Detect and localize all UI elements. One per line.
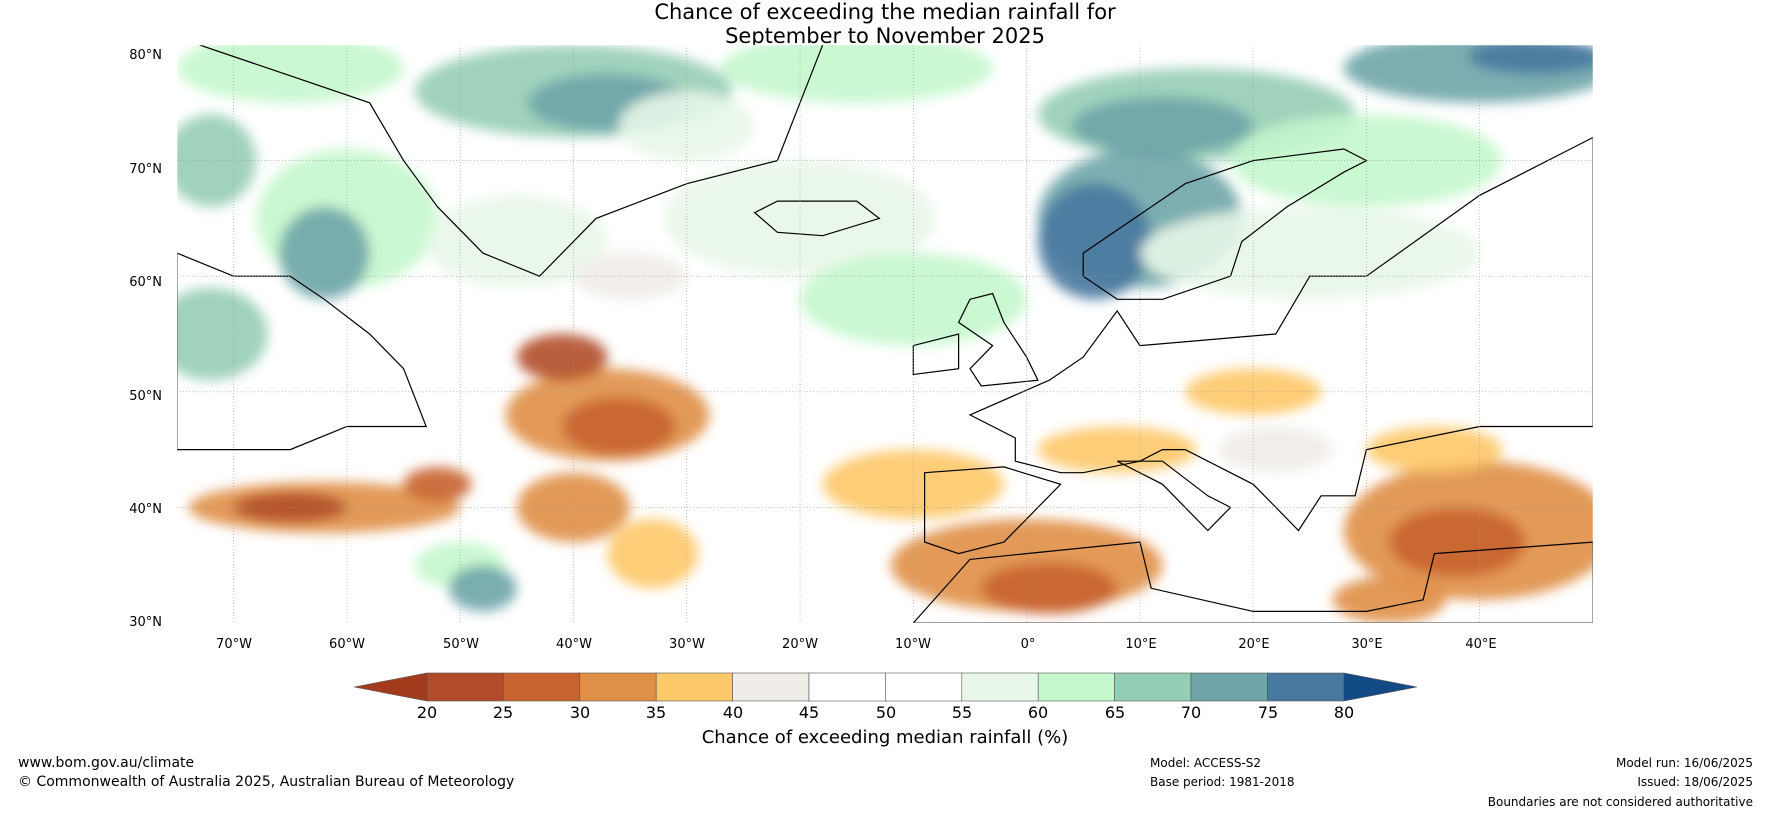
issued-date: Issued: 18/06/2025: [1637, 775, 1753, 789]
model-name: Model: ACCESS-S2: [1150, 756, 1262, 770]
colorbar-tick-45: 45: [798, 703, 820, 722]
colorbar-cell: [426, 672, 504, 702]
lon-label-30e: 30°E: [1351, 637, 1383, 652]
boundaries-disclaimer: Boundaries are not considered authoritat…: [1487, 795, 1753, 809]
colorbar-tick-25: 25: [492, 703, 514, 722]
colorbar-tick-30: 30: [569, 703, 591, 722]
colorbar-cell: [1037, 672, 1115, 702]
colorbar-tick-40: 40: [722, 703, 744, 722]
colorbar-tick-50: 50: [875, 703, 897, 722]
lon-label-10e: 10°E: [1125, 637, 1157, 652]
title-line-1: Chance of exceeding the median rainfall …: [654, 0, 1116, 24]
map-frame: [177, 45, 1593, 623]
colorbar-tick-65: 65: [1104, 703, 1126, 722]
colorbar-tick-20: 20: [416, 703, 438, 722]
lon-label-0: 0°: [1020, 637, 1036, 652]
model-run: Model run: 16/06/2025: [1615, 756, 1753, 770]
colorbar-cell: [503, 672, 581, 702]
title-line-2: September to November 2025: [725, 24, 1045, 48]
colorbar-tick-60: 60: [1027, 703, 1049, 722]
colorbar-cell: [1190, 672, 1268, 702]
website-link[interactable]: www.bom.gov.au/climate: [18, 755, 195, 771]
lon-label-50w: 50°W: [443, 637, 479, 652]
colorbar-tick-35: 35: [645, 703, 667, 722]
colorbar-cell: [961, 672, 1039, 702]
map-title: Chance of exceeding the median rainfall …: [0, 0, 1770, 48]
colorbar-cell: [732, 672, 810, 702]
lon-label-40w: 40°W: [556, 637, 592, 652]
lat-label-40: 40°N: [129, 502, 162, 517]
lat-label-30: 30°N: [129, 615, 162, 630]
lon-label-10w: 10°W: [895, 637, 931, 652]
colorbar-cell: [808, 672, 886, 702]
colorbar-extend-low: [353, 672, 428, 702]
colorbar-cell: [1114, 672, 1192, 702]
graticule: [177, 45, 1593, 623]
probability-shading: [177, 45, 1593, 623]
colorbar-label: Chance of exceeding median rainfall (%): [701, 727, 1069, 748]
rainfall-map: [176, 44, 1594, 624]
colorbar-tick-80: 80: [1333, 703, 1355, 722]
lon-label-20w: 20°W: [782, 637, 818, 652]
map-border: [176, 44, 1594, 624]
lon-label-30w: 30°W: [669, 637, 705, 652]
lon-label-20e: 20°E: [1238, 637, 1270, 652]
colorbar-tick-55: 55: [951, 703, 973, 722]
lat-label-80: 80°N: [129, 48, 162, 63]
colorbar-cell: [579, 672, 657, 702]
colorbar-cell: [885, 672, 963, 702]
lat-label-70: 70°N: [129, 162, 162, 177]
colorbar-tick-75: 75: [1257, 703, 1279, 722]
lat-label-50: 50°N: [129, 389, 162, 404]
colorbar-cell: [655, 672, 733, 702]
lat-label-60: 60°N: [129, 275, 162, 290]
lon-label-70w: 70°W: [216, 637, 252, 652]
lon-label-60w: 60°W: [329, 637, 365, 652]
base-period: Base period: 1981-2018: [1150, 775, 1295, 789]
lon-label-40e: 40°E: [1465, 637, 1497, 652]
colorbar-extend-high: [1343, 672, 1418, 702]
copyright-text: © Commonwealth of Australia 2025, Austra…: [18, 774, 515, 790]
colorbar-tick-70: 70: [1180, 703, 1202, 722]
colorbar-cell: [1267, 672, 1345, 702]
colorbar: [353, 672, 1418, 702]
